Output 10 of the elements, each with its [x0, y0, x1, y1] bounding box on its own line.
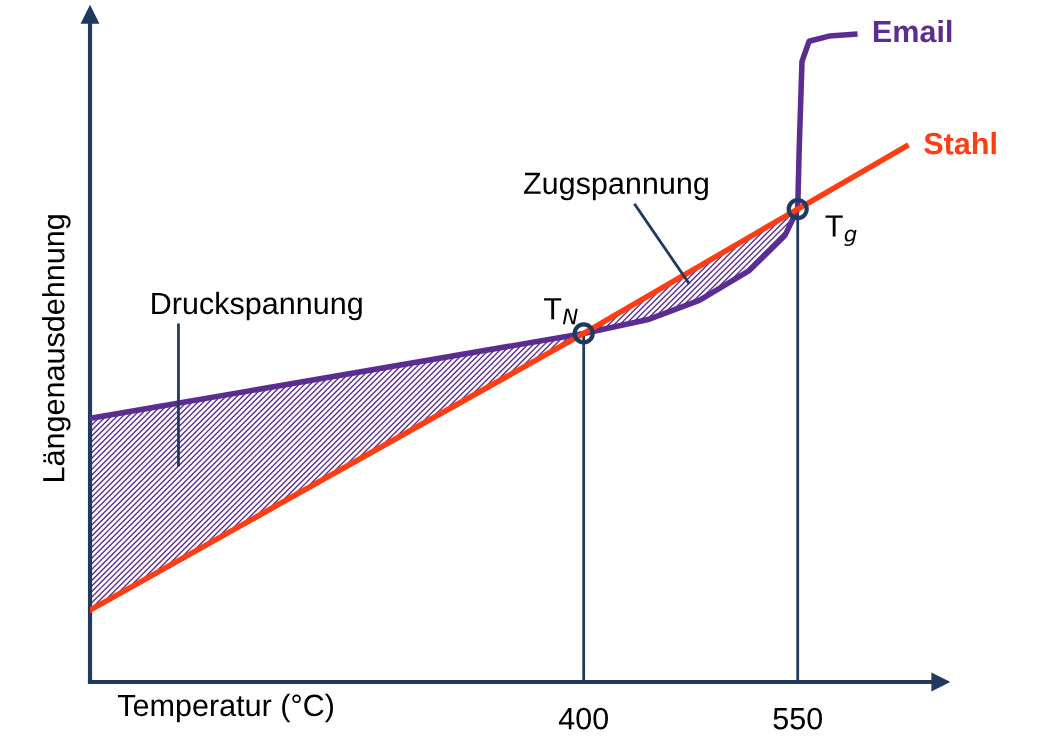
series-label: Email — [873, 19, 952, 43]
series-label: Stahl — [924, 131, 996, 155]
annotation: Zugspannung — [523, 172, 708, 201]
annotation: T$_{N}$ — [544, 298, 578, 325]
annotation: Druckspannung — [152, 291, 362, 321]
y-axis-title: Längenausdehnung — [42, 215, 71, 481]
x-tick-label: 550 — [773, 707, 823, 730]
annotation: T$_{g}$ — [825, 215, 857, 247]
x-tick-label: 400 — [558, 707, 608, 730]
x-axis-title: Temperatur (°C) — [117, 693, 334, 723]
